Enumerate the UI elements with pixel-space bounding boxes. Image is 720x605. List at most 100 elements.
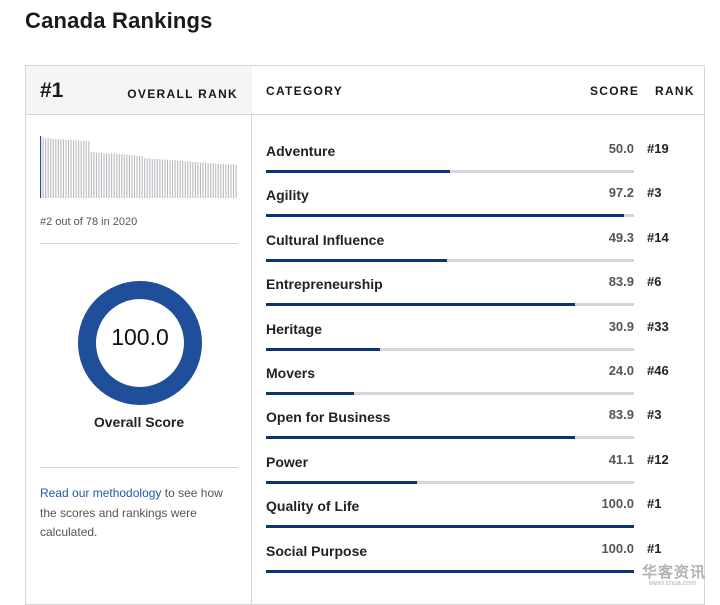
sparkline-bar: [95, 152, 97, 198]
sparkline-bar: [179, 160, 181, 198]
category-row: Social Purpose 100.0 #1: [252, 521, 704, 573]
sparkline-bar: [141, 155, 143, 198]
sparkline-bar: [40, 136, 42, 198]
sparkline-bar: [52, 139, 54, 198]
sparkline-bar: [118, 153, 120, 198]
sparkline-bar: [47, 138, 49, 198]
sparkline-bar: [169, 160, 171, 198]
sparkline-bar: [57, 139, 59, 198]
category-score: 100.0: [601, 540, 634, 556]
score-bar-track: [266, 480, 634, 484]
methodology-note: Read our methodology to see how the scor…: [40, 484, 238, 543]
score-bar-track: [266, 525, 634, 529]
category-name: Power: [266, 453, 309, 470]
sparkline-bar: [88, 140, 90, 198]
score-bar-track: [266, 170, 634, 173]
sparkline-bar: [80, 140, 82, 198]
overall-score-donut: [78, 281, 202, 405]
sparkline-bar: [108, 153, 110, 198]
watermark-logo: 华客资讯: [641, 563, 706, 581]
sparkline-bar: [210, 163, 212, 198]
sparkline-bar: [126, 154, 128, 198]
rankings-card: #1 OVERALL RANK #2 out of 78 in 2020 100…: [25, 65, 705, 605]
overall-score-value: 100.0: [111, 324, 169, 350]
sparkline-bar: [184, 161, 186, 198]
sparkline-bar: [202, 162, 204, 198]
category-rank: #1: [647, 540, 662, 556]
sparkline-bar: [136, 155, 138, 198]
category-name: Entrepreneurship: [266, 276, 383, 293]
sparkline-bar: [159, 158, 161, 198]
sparkline-bar: [90, 152, 92, 198]
sparkline-bar: [55, 139, 57, 198]
category-row: Movers 24.0 #46: [252, 343, 704, 395]
sparkline-bar: [62, 139, 64, 198]
category-name: Adventure: [266, 143, 336, 159]
page-title: Canada Rankings: [25, 8, 213, 33]
overall-panel: #1 OVERALL RANK #2 out of 78 in 2020 100…: [26, 66, 252, 604]
watermark-url: www.cnua.com: [648, 580, 696, 587]
score-bar-track: [266, 569, 634, 573]
sparkline-bar: [70, 139, 72, 198]
sparkline-bar: [83, 140, 85, 198]
sparkline-bar: [116, 153, 118, 198]
sparkline-bar: [154, 158, 156, 198]
category-rank: #12: [647, 451, 669, 467]
sparkline-bar: [222, 163, 224, 198]
score-bar-track: [266, 347, 634, 351]
sparkline-bar: [197, 162, 199, 198]
overall-rank-value: #1: [40, 79, 64, 102]
score-bar-fill: [266, 480, 418, 484]
methodology-text: to see how the scores and rankings were …: [40, 486, 223, 539]
sparkline-bar: [128, 154, 130, 198]
category-name: Movers: [266, 365, 316, 381]
divider: [40, 467, 238, 468]
sparkline-bar: [166, 159, 169, 198]
sparkline-bar: [45, 138, 47, 198]
sparkline-bar: [164, 159, 166, 198]
category-score: 30.9: [608, 318, 634, 334]
score-bar-track: [266, 303, 634, 307]
sparkline-bar: [182, 160, 184, 198]
score-bar-fill: [266, 392, 355, 395]
sparkline-bar: [177, 160, 179, 198]
sparkline-bar: [235, 165, 237, 198]
rank-header: RANK: [655, 84, 695, 98]
overall-rank-label: OVERALL RANK: [127, 87, 238, 101]
category-score: 97.2: [608, 185, 634, 201]
table-header: CATEGORY SCORE RANK: [252, 66, 704, 115]
category-rank: #19: [647, 141, 669, 156]
sparkline-bar: [225, 164, 227, 198]
category-row: Quality of Life 100.0 #1: [252, 476, 704, 529]
category-rank: #33: [647, 318, 669, 334]
sparkline-bar: [98, 152, 100, 198]
sparkline-bar: [149, 158, 151, 198]
sparkline-bar: [194, 162, 196, 198]
sparkline-bar: [227, 164, 229, 198]
score-bar-track: [266, 214, 634, 218]
category-rank: #3: [647, 185, 662, 201]
sparkline-bar: [161, 159, 163, 198]
category-row: Power 41.1 #12: [252, 432, 704, 484]
score-bar-track: [266, 258, 634, 262]
sparkline-bar: [42, 137, 44, 198]
sparkline-bar: [106, 153, 108, 198]
sparkline-bar: [131, 155, 133, 198]
score-bar-fill: [266, 569, 634, 573]
score-bar-fill: [266, 347, 380, 351]
score-bar-fill: [266, 436, 575, 440]
sparkline-bar: [65, 139, 67, 198]
sparkline-bar: [100, 152, 103, 198]
category-score: 100.0: [601, 496, 634, 512]
sparkline-bar: [151, 158, 153, 198]
category-rank: #1: [647, 496, 662, 512]
category-score: 41.1: [608, 451, 634, 467]
methodology-link[interactable]: Read our methodology: [40, 486, 162, 500]
sparkline-bar: [50, 138, 52, 198]
category-name: Agility: [266, 187, 309, 204]
sparkline-bar: [67, 139, 70, 198]
score-bar-fill: [266, 258, 448, 262]
category-score: 50.0: [608, 141, 634, 156]
sparkline-bar: [217, 163, 219, 198]
sparkline-bar: [205, 162, 207, 198]
